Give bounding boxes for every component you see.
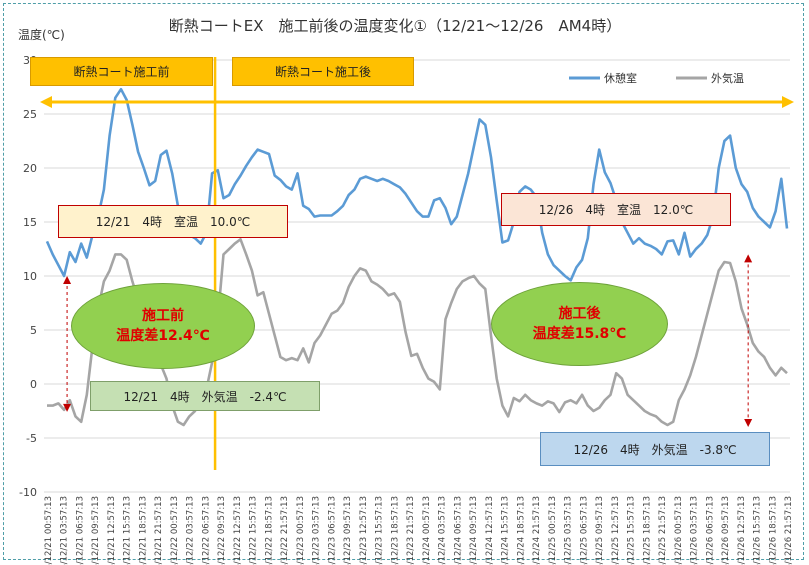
x-tick-label: 2018/12/23 12:57:13	[359, 496, 369, 565]
x-tick-label: 2018/12/22 15:57:13	[249, 496, 259, 565]
x-tick-label: 2018/12/21 03:57:13	[60, 496, 70, 565]
diff-arrow-after-head-up	[744, 254, 753, 263]
diff-after-ellipse: 施工後 温度差15.8℃	[491, 282, 668, 366]
note-outdoor-before: 12/21 4時 外気温 -2.4℃	[90, 381, 320, 411]
x-tick-label: 2018/12/26 03:57:13	[690, 496, 700, 565]
x-tick-label: 2018/12/24 00:57:13	[422, 496, 432, 565]
x-tick-label: 2018/12/26 18:57:13	[768, 496, 778, 565]
legend-label-indoor: 休憩室	[604, 71, 637, 85]
x-tick-labels: 2018/12/21 00:57:13 2018/12/21 03:57:13 20…	[44, 496, 794, 565]
timeline-arrowhead-left	[40, 96, 52, 108]
diff-arrow-before-head-down	[63, 403, 72, 412]
x-tick-label: 2018/12/24 18:57:13	[516, 496, 526, 565]
gridlines	[44, 59, 790, 493]
x-tick-label: 2018/12/24 03:57:13	[438, 496, 448, 565]
y-tick-label: -5	[26, 432, 37, 445]
y-axis-label: 温度(℃)	[18, 27, 65, 42]
tag-after-construction: 断熱コート施工後	[232, 57, 414, 86]
y-tick-label: 20	[23, 162, 37, 175]
x-tick-label: 2018/12/22 09:57:13	[217, 496, 227, 565]
x-tick-label: 2018/12/25 06:57:13	[579, 496, 589, 565]
x-tick-label: 2018/12/23 00:57:13	[296, 496, 306, 565]
diff-before-line1: 施工前	[142, 308, 184, 324]
x-tick-label: 2018/12/23 06:57:13	[327, 496, 337, 565]
y-tick-label: 25	[23, 108, 37, 121]
x-tick-label: 2018/12/25 18:57:13	[642, 496, 652, 565]
diff-arrow-after-head-down	[744, 419, 753, 428]
x-tick-label: 2018/12/22 03:57:13	[186, 496, 196, 565]
timeline-arrowhead-right	[782, 96, 794, 108]
y-tick-label: 0	[30, 378, 37, 391]
x-tick-label: 2018/12/21 21:57:13	[154, 496, 164, 565]
chart-title: 断熱コートEX 施工前後の温度変化①（12/21～12/26 AM4時）	[169, 17, 621, 35]
x-tick-label: 2018/12/24 21:57:13	[532, 496, 542, 565]
x-tick-label: 2018/12/22 06:57:13	[201, 496, 211, 565]
x-tick-label: 2018/12/21 09:57:13	[91, 496, 101, 565]
x-tick-label: 2018/12/24 06:57:13	[453, 496, 463, 565]
legend: 休憩室 外気温	[569, 71, 744, 85]
tag-before-construction: 断熱コート施工前	[30, 57, 213, 86]
x-tick-label: 2018/12/25 12:57:13	[611, 496, 621, 565]
diff-after-line1: 施工後	[558, 306, 601, 322]
y-tick-label: 10	[23, 270, 37, 283]
x-tick-label: 2018/12/25 00:57:13	[548, 496, 558, 565]
x-tick-label: 2018/12/22 12:57:13	[233, 496, 243, 565]
diff-after-line2: 温度差15.8℃	[532, 326, 627, 342]
y-tick-label: 15	[23, 216, 37, 229]
x-tick-label: 2018/12/23 21:57:13	[406, 496, 416, 565]
x-tick-label: 2018/12/25 21:57:13	[658, 496, 668, 565]
x-tick-label: 2018/12/25 15:57:13	[627, 496, 637, 565]
legend-label-outdoor: 外気温	[711, 71, 744, 85]
x-tick-label: 2018/12/26 09:57:13	[721, 496, 731, 565]
x-tick-label: 2018/12/24 15:57:13	[501, 496, 511, 565]
x-tick-label: 2018/12/21 06:57:13	[75, 496, 85, 565]
y-tick-label: 5	[30, 324, 37, 337]
y-tick-labels: -10-5051015202530	[19, 54, 37, 499]
x-tick-label: 2018/12/26 12:57:13	[737, 496, 747, 565]
x-tick-label: 2018/12/26 00:57:13	[674, 496, 684, 565]
x-tick-label: 2018/12/24 12:57:13	[485, 496, 495, 565]
x-tick-label: 2018/12/23 18:57:13	[390, 496, 400, 565]
note-indoor-before: 12/21 4時 室温 10.0℃	[58, 205, 288, 238]
x-tick-label: 2018/12/21 18:57:13	[138, 496, 148, 565]
series-line-休憩室	[45, 87, 789, 282]
x-tick-label: 2018/12/22 21:57:13	[280, 496, 290, 565]
y-tick-label: -10	[19, 486, 37, 499]
diff-before-line2: 温度差12.4℃	[116, 328, 210, 344]
x-tick-label: 2018/12/21 12:57:13	[107, 496, 117, 565]
x-tick-label: 2018/12/23 03:57:13	[312, 496, 322, 565]
x-tick-label: 2018/12/26 15:57:13	[753, 496, 763, 565]
x-tick-label: 2018/12/22 00:57:13	[170, 496, 180, 565]
diff-before-ellipse: 施工前 温度差12.4℃	[71, 283, 255, 369]
note-outdoor-after: 12/26 4時 外気温 -3.8℃	[540, 432, 770, 466]
x-tick-label: 2018/12/26 06:57:13	[705, 496, 715, 565]
x-tick-label: 2018/12/21 15:57:13	[123, 496, 133, 565]
x-tick-label: 2018/12/21 00:57:13	[44, 496, 54, 565]
chart-frame	[3, 3, 804, 560]
x-tick-label: 2018/12/25 03:57:13	[564, 496, 574, 565]
x-tick-label: 2018/12/23 15:57:13	[375, 496, 385, 565]
x-tick-label: 2018/12/22 18:57:13	[264, 496, 274, 565]
x-tick-label: 2018/12/25 09:57:13	[595, 496, 605, 565]
x-tick-label: 2018/12/26 21:57:13	[784, 496, 794, 565]
diff-arrow-before-head-up	[63, 276, 72, 284]
x-tick-label: 2018/12/23 09:57:13	[343, 496, 353, 565]
series-lines	[45, 87, 789, 427]
note-indoor-after: 12/26 4時 室温 12.0℃	[501, 193, 731, 226]
x-tick-label: 2018/12/24 09:57:13	[469, 496, 479, 565]
